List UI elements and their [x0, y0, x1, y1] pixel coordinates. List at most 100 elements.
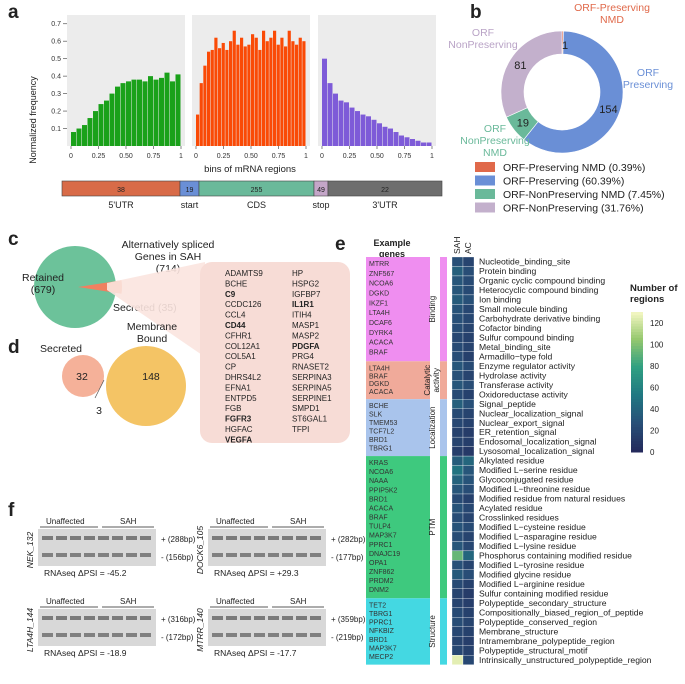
- e-term: Armadillo−type fold: [479, 351, 553, 361]
- e-colorbar-step: [631, 446, 643, 450]
- a-ytick-label: 0.6: [51, 39, 61, 46]
- e-cell-ac: [462, 493, 475, 504]
- f-lower-label-3: - (219bp): [331, 633, 364, 642]
- e-term: Nuclear_export_signal: [479, 418, 565, 428]
- e-gene-box-0: [366, 257, 430, 362]
- c-gene-col2: SERPINA5: [292, 383, 332, 392]
- e-group-strip-1: [440, 361, 447, 400]
- e-cell-ac: [462, 474, 475, 485]
- e-colorbar-step: [631, 418, 643, 422]
- a-bar-1-29: [302, 41, 306, 147]
- e-gene-3-0: KRAS: [369, 460, 388, 467]
- e-gene-3-13: PRDM2: [369, 578, 394, 585]
- e-term: Endosomal_localization_signal: [479, 437, 597, 447]
- a-strip-label-2: CDS: [247, 200, 266, 210]
- a-bar-0-12: [137, 79, 142, 146]
- b-legend-label-2: ORF-NonPreserving NMD (7.45%): [503, 189, 665, 201]
- a-bar-1-12: [240, 37, 244, 146]
- a-bar-2-8: [366, 116, 371, 146]
- e-cell-ac: [462, 484, 475, 495]
- e-gene-3-9: PPRC1: [369, 542, 392, 549]
- e-term: Metal_binding_site: [479, 342, 551, 352]
- c-gene-col2: SERPINE1: [292, 394, 332, 403]
- e-gene-4-1: TBRG1: [369, 611, 392, 618]
- panel-label-e: e: [335, 234, 346, 255]
- a-bar-2-11: [382, 126, 388, 146]
- a-bar-1-10: [232, 30, 236, 146]
- b-slice-value-0: 1: [562, 40, 568, 52]
- a-strip-count-4: 22: [381, 187, 389, 194]
- e-colorbar-step: [631, 449, 643, 453]
- e-colorbar-step: [631, 401, 643, 405]
- e-colorbar-step: [631, 382, 643, 386]
- e-term: Crosslinked residues: [479, 513, 559, 523]
- a-bar-0-19: [175, 74, 181, 146]
- e-gene-0-5: LTA4H: [369, 310, 390, 317]
- a-bar-1-5: [214, 37, 218, 146]
- f-group1-label-3: Unaffected: [216, 597, 255, 606]
- e-term: Ion binding: [479, 295, 521, 305]
- a-xtick-label: 0.75: [398, 153, 412, 160]
- e-gene-3-14: DNM2: [369, 587, 389, 594]
- e-cell-ac: [462, 455, 475, 466]
- e-colorbar-step: [631, 345, 643, 349]
- a-bar-1-13: [243, 46, 247, 146]
- f-band-upper: [212, 536, 223, 540]
- e-colorbar-tick: 100: [650, 340, 664, 349]
- e-term: Modified L−cysteine residue: [479, 522, 586, 532]
- e-gene-1-3: ACACA: [369, 389, 393, 396]
- panel-label-d: d: [8, 337, 20, 358]
- e-cell-sah: [451, 560, 464, 570]
- a-bar-1-16: [254, 37, 258, 146]
- a-strip-seg-4: [327, 180, 443, 197]
- a-bar-0-4: [93, 111, 98, 146]
- e-colorbar-step: [631, 393, 643, 397]
- e-gene-2-5: TBRG1: [369, 446, 392, 453]
- e-term: Modified L−arginine residue: [479, 579, 585, 589]
- e-col-label-sah: SAH: [452, 237, 462, 254]
- f-band-upper: [226, 536, 237, 540]
- f-band-lower: [70, 553, 81, 557]
- e-term: Modified L−serine residue: [479, 465, 578, 475]
- label-orf-nonpreserving-nmd-3: NMD: [483, 147, 507, 159]
- panel-a-xlabel: bins of mRNA regions: [204, 164, 296, 175]
- e-group-name-2: Localization: [428, 407, 437, 449]
- e-colorbar-step: [631, 337, 643, 341]
- e-term: ER_retention_signal: [479, 427, 556, 437]
- f-gel-0: [38, 529, 156, 566]
- e-cell-sah: [451, 399, 464, 409]
- f-band-upper: [240, 536, 251, 540]
- e-term: Organic cyclic compound binding: [479, 276, 605, 286]
- f-band-upper: [84, 616, 95, 620]
- e-cell-sah: [451, 304, 464, 315]
- f-band-lower: [282, 553, 293, 557]
- a-ytick-label: 0.7: [51, 21, 61, 28]
- e-cell-ac: [462, 332, 475, 343]
- f-psi-2: RNAseq ΔPSI = -18.9: [44, 648, 127, 658]
- panel-b-label-nonpreserving-nmd: ORF NonPreserving NMD: [460, 123, 530, 159]
- b-legend-swatch-3: [475, 202, 495, 213]
- e-gene-2-2: TMEM53: [369, 420, 398, 427]
- a-bar-2-18: [421, 142, 426, 146]
- e-cell-ac: [462, 370, 475, 381]
- e-gene-2-1: SLK: [369, 412, 383, 419]
- e-group-strip-0: [440, 257, 447, 362]
- e-gene-4-6: MECP2: [369, 654, 393, 661]
- e-term: Sulfur containing modified residue: [479, 588, 609, 598]
- e-cell-ac: [462, 550, 475, 561]
- e-cell-sah: [451, 436, 464, 447]
- panel-d-membrane-label-1: Membrane: [127, 321, 177, 333]
- f-band-upper: [296, 616, 307, 620]
- panel-a-ylabel: Normalized frequency: [28, 76, 38, 164]
- e-colorbar-step: [631, 340, 643, 344]
- c-retained-slice: [34, 246, 116, 328]
- e-colorbar-step: [631, 384, 643, 389]
- f-band-upper: [126, 616, 137, 620]
- f-gel-3: [208, 609, 326, 646]
- e-gene-3-3: PPIP5K2: [369, 487, 398, 494]
- e-gene-0-0: MTRR: [369, 261, 389, 268]
- a-bar-0-6: [104, 100, 109, 146]
- f-band-lower: [140, 633, 151, 637]
- e-colorbar-step: [631, 317, 643, 321]
- f-group2-label-2: SAH: [120, 597, 137, 606]
